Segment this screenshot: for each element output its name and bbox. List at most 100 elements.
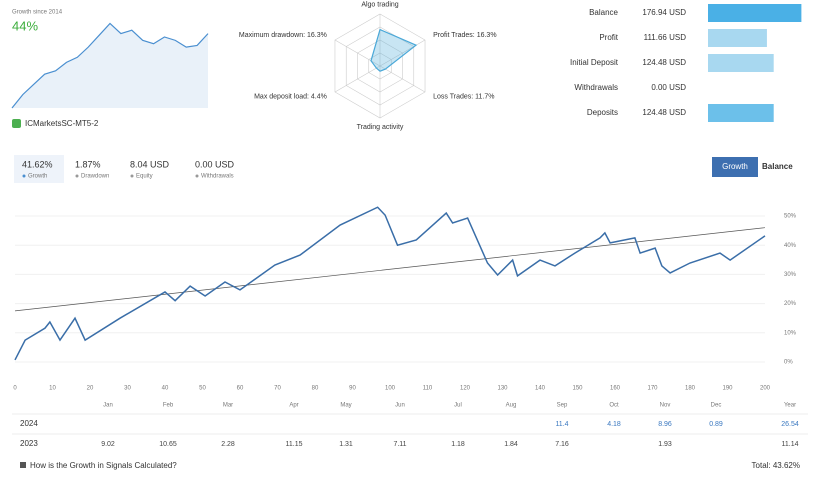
stat-name: Initial Deposit	[570, 58, 619, 67]
month-value: 7.16	[555, 441, 569, 448]
stat-dot	[195, 174, 199, 178]
x-tick-label: 180	[685, 386, 696, 392]
year-label: 2024	[20, 419, 38, 428]
radar-axis	[379, 39, 426, 67]
month-header: Apr	[289, 403, 298, 409]
x-tick-label: 160	[610, 386, 621, 392]
stat-amount: 111.66 USD	[644, 33, 687, 42]
month-header: May	[340, 403, 351, 409]
sparkline-fill	[12, 23, 208, 109]
broker-name: ICMarketsSC-MT5-2	[25, 119, 99, 128]
stat-name: Withdrawals	[574, 83, 618, 92]
x-tick-label: 20	[87, 386, 94, 392]
stat-value: 41.62%	[22, 159, 53, 169]
x-tick-label: 140	[535, 386, 546, 392]
month-header: Jan	[103, 403, 113, 409]
stat-bar	[708, 29, 767, 47]
radar-axis	[334, 39, 381, 67]
x-tick-label: 70	[274, 386, 281, 392]
growth-tab[interactable]	[712, 157, 758, 177]
radar-label: Loss Trades: 11.7%	[433, 94, 494, 101]
month-value: 1.18	[451, 441, 465, 448]
month-value: 8.96	[658, 421, 672, 428]
stat-name: Balance	[589, 8, 618, 17]
sparkline	[11, 22, 209, 109]
radar-label: Max deposit load: 4.4%	[254, 94, 327, 101]
stat-amount: 124.48 USD	[642, 58, 686, 67]
x-tick-label: 130	[497, 386, 508, 392]
stat-dot	[22, 174, 26, 178]
month-header: Mar	[223, 403, 233, 409]
y-tick-label: 30%	[784, 272, 797, 278]
x-tick-label: 80	[312, 386, 319, 392]
radar-axis	[379, 65, 426, 93]
month-value: 10.65	[159, 441, 177, 448]
stat-label: Withdrawals	[201, 174, 234, 180]
x-tick-label: 170	[647, 386, 658, 392]
x-tick-label: 90	[349, 386, 356, 392]
stat-label: Equity	[136, 174, 153, 180]
stat-amount: 176.94 USD	[642, 8, 686, 17]
month-value: 4.18	[607, 421, 621, 428]
x-tick-label: 150	[572, 386, 583, 392]
month-value: 11.14	[782, 441, 799, 448]
radar-label: Trading activity	[357, 124, 404, 131]
balance-tab-label[interactable]: Balance	[762, 162, 793, 171]
radar-shape	[370, 28, 418, 72]
stat-bar	[708, 54, 774, 72]
y-tick-label: 50%	[784, 214, 797, 220]
y-tick-label: 40%	[784, 243, 797, 249]
growth-value: 44%	[12, 18, 38, 33]
stat-highlight	[14, 155, 64, 183]
x-tick-label: 10	[49, 386, 56, 392]
x-tick-label: 60	[237, 386, 244, 392]
stat-label: Growth	[28, 174, 47, 180]
month-header: Aug	[506, 403, 517, 409]
month-header: Year	[784, 403, 796, 409]
month-header: Jun	[395, 403, 405, 409]
growth-label: Growth since 2014	[12, 10, 63, 16]
stat-name: Deposits	[587, 108, 618, 117]
x-tick-label: 30	[124, 386, 131, 392]
x-tick-label: 40	[162, 386, 169, 392]
month-header: Oct	[609, 403, 619, 409]
y-tick-label: 0%	[784, 360, 793, 366]
help-icon	[20, 462, 26, 468]
radar-label: Profit Trades: 16.3%	[433, 32, 496, 39]
month-header: Dec	[711, 403, 722, 409]
footer-total: Total: 43.62%	[752, 461, 800, 470]
footer-note[interactable]: How is the Growth in Signals Calculated?	[30, 461, 177, 470]
month-value: 0.89	[709, 421, 723, 428]
stat-amount: 124.48 USD	[642, 108, 686, 117]
growth-tab-label[interactable]: Growth	[722, 162, 748, 171]
x-tick-label: 190	[722, 386, 733, 392]
month-value: 1.84	[504, 441, 518, 448]
stat-value: 1.87%	[75, 159, 101, 169]
y-tick-label: 10%	[784, 330, 797, 336]
month-value: 11.4	[555, 421, 568, 428]
month-header: Nov	[660, 403, 671, 409]
month-value: 9.02	[101, 441, 115, 448]
y-tick-label: 20%	[784, 301, 797, 307]
month-value: 7.11	[393, 441, 406, 448]
month-value: 1.93	[658, 441, 672, 448]
stat-value: 8.04 USD	[130, 159, 170, 169]
stat-label: Drawdown	[81, 174, 109, 180]
growth-line	[14, 206, 766, 361]
x-tick-label: 120	[460, 386, 471, 392]
x-tick-label: 50	[199, 386, 206, 392]
x-tick-label: 0	[13, 386, 17, 392]
x-tick-label: 100	[385, 386, 396, 392]
stat-bar	[708, 104, 774, 122]
radar-label: Maximum drawdown: 16.3%	[239, 32, 327, 39]
month-value: 26.54	[781, 421, 799, 428]
month-value: 11.15	[286, 441, 303, 448]
month-header: Sep	[557, 403, 568, 409]
month-header: Jul	[454, 403, 462, 409]
broker-icon	[12, 119, 21, 128]
month-header: Feb	[163, 403, 174, 409]
stat-bar	[708, 4, 802, 22]
month-value: 1.31	[339, 441, 353, 448]
